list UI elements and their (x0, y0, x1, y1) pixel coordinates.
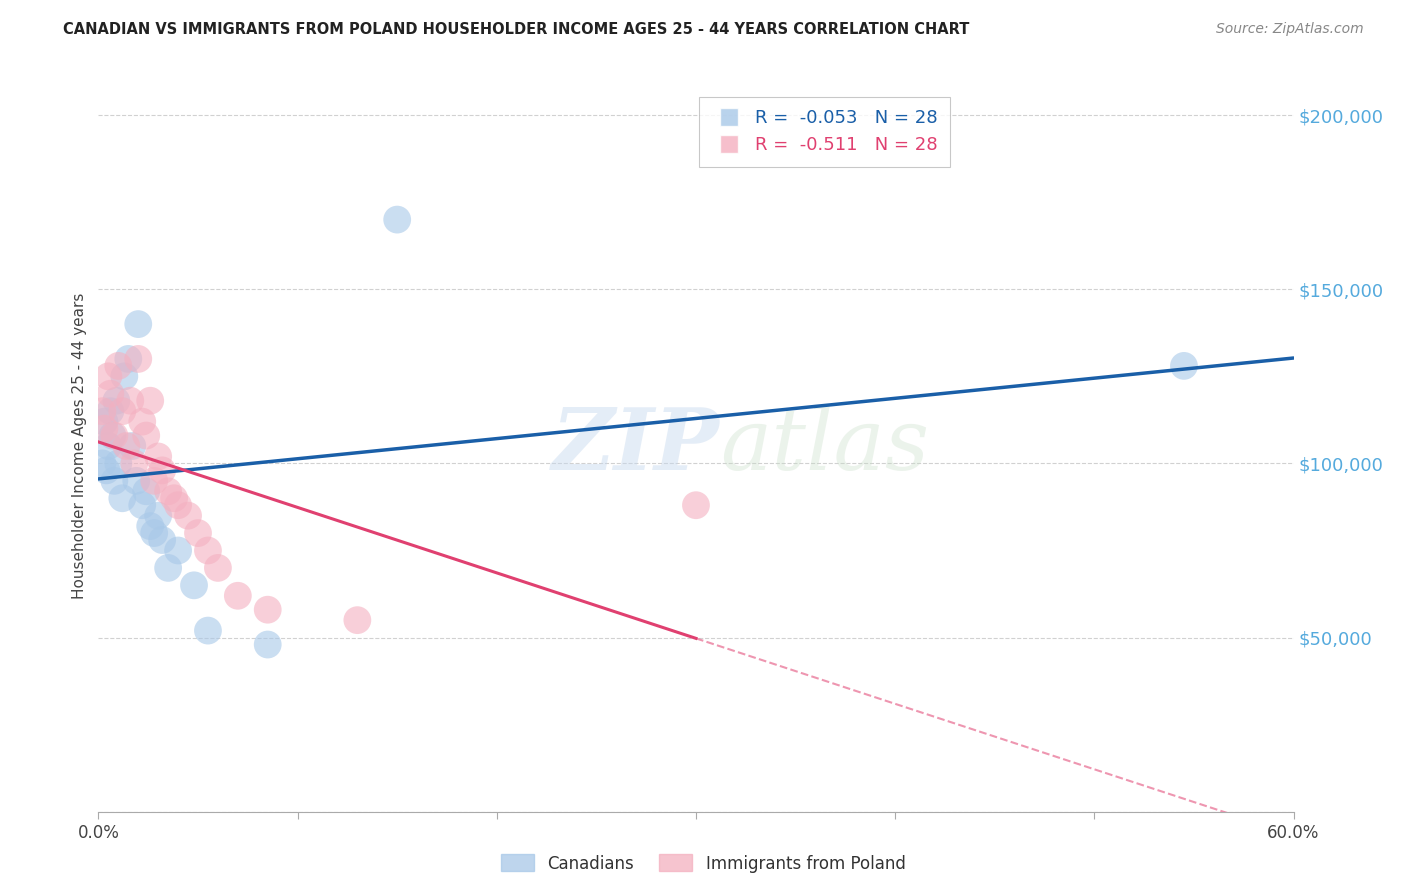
Point (135, 484, 157, 499)
Point (125, 474, 148, 488)
Point (163, 491, 186, 506)
Legend: Canadians, Immigrants from Poland: Canadians, Immigrants from Poland (494, 847, 912, 880)
Point (93, 415, 115, 429)
Point (139, 519, 162, 533)
Point (183, 578, 205, 592)
Point (107, 457, 129, 471)
Point (143, 474, 166, 488)
Point (685, 498, 707, 512)
Point (120, 393, 142, 408)
Point (97, 369, 120, 384)
Point (98, 386, 122, 401)
Point (105, 393, 128, 408)
Point (131, 498, 153, 512)
Point (91, 457, 114, 471)
Point (143, 526, 166, 541)
Point (157, 484, 180, 499)
Point (256, 638, 278, 652)
Point (107, 359, 129, 373)
Point (131, 415, 153, 429)
Point (93, 421, 115, 435)
Point (177, 508, 200, 523)
Point (124, 457, 146, 471)
Text: Source: ZipAtlas.com: Source: ZipAtlas.com (1216, 22, 1364, 37)
Legend: R =  -0.053   N = 28, R =  -0.511   N = 28: R = -0.053 N = 28, R = -0.511 N = 28 (699, 96, 950, 167)
Point (96, 463, 118, 477)
Point (117, 351, 139, 366)
Point (150, 463, 173, 477)
Point (226, 589, 249, 603)
Point (139, 393, 162, 408)
Point (1173, 359, 1195, 373)
Point (187, 526, 209, 541)
Point (121, 439, 143, 453)
Text: ZIP: ZIP (553, 404, 720, 488)
Point (98, 404, 122, 418)
Y-axis label: Householder Income Ages 25 - 44 years: Householder Income Ages 25 - 44 years (72, 293, 87, 599)
Point (207, 561, 229, 575)
Point (256, 603, 278, 617)
Point (127, 351, 149, 366)
Point (148, 508, 170, 523)
Point (91, 404, 114, 418)
Point (346, 613, 368, 627)
Point (111, 491, 134, 506)
Point (167, 543, 190, 558)
Point (197, 543, 219, 558)
Point (157, 561, 180, 575)
Point (150, 533, 173, 547)
Point (148, 450, 170, 464)
Point (97, 439, 120, 453)
Point (385, 212, 409, 227)
Point (167, 498, 190, 512)
Point (112, 369, 135, 384)
Text: CANADIAN VS IMMIGRANTS FROM POLAND HOUSEHOLDER INCOME AGES 25 - 44 YEARS CORRELA: CANADIAN VS IMMIGRANTS FROM POLAND HOUSE… (63, 22, 970, 37)
Point (111, 404, 134, 418)
Point (103, 474, 125, 488)
Text: atlas: atlas (720, 405, 929, 487)
Point (115, 439, 138, 453)
Point (127, 317, 149, 331)
Point (101, 428, 124, 442)
Point (103, 428, 125, 442)
Point (197, 624, 219, 638)
Point (135, 428, 157, 442)
